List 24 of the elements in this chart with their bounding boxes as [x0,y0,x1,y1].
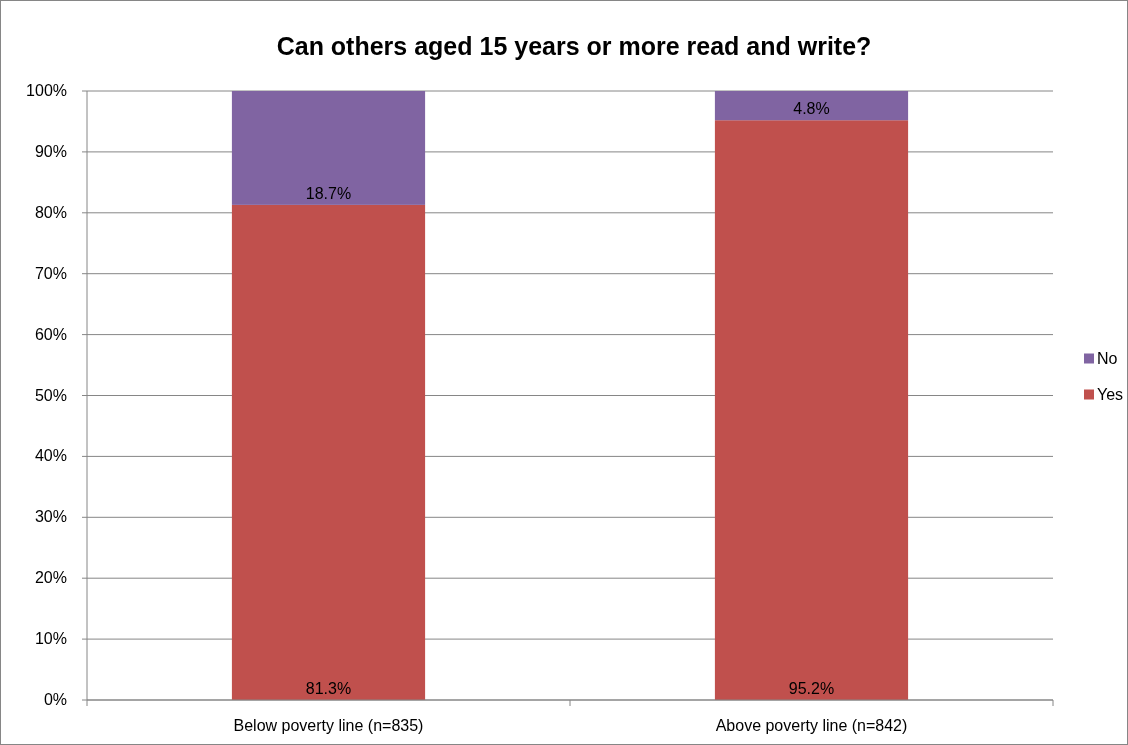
bar [714,120,909,700]
x-tick-label: Above poverty line (n=842) [715,717,908,734]
legend-label: No [1097,349,1118,367]
data-label: 95.2% [788,680,835,697]
y-tick-label: 70% [34,264,67,282]
data-label: 4.8% [793,100,830,118]
data-label: 81.3% [305,680,352,697]
y-tick-label: 100% [26,82,67,99]
y-tick-label: 50% [34,386,67,404]
bar [231,91,426,205]
data-label: 18.7% [305,184,352,202]
x-tick-label: Below poverty line (n=835) [233,717,424,734]
bar [231,204,426,700]
y-tick-label: 90% [34,142,67,160]
legend-label: Yes [1097,385,1124,403]
y-tick-label: 40% [34,447,67,465]
chart-title: Can others aged 15 years or more read and write? [276,32,872,60]
y-tick-label: 10% [34,630,67,648]
y-tick-label: 80% [34,203,67,221]
y-tick-label: 20% [34,569,67,587]
bar [714,91,909,121]
y-tick-label: 30% [34,508,67,526]
y-tick-label: 0% [43,691,67,708]
y-tick-label: 60% [34,325,67,343]
